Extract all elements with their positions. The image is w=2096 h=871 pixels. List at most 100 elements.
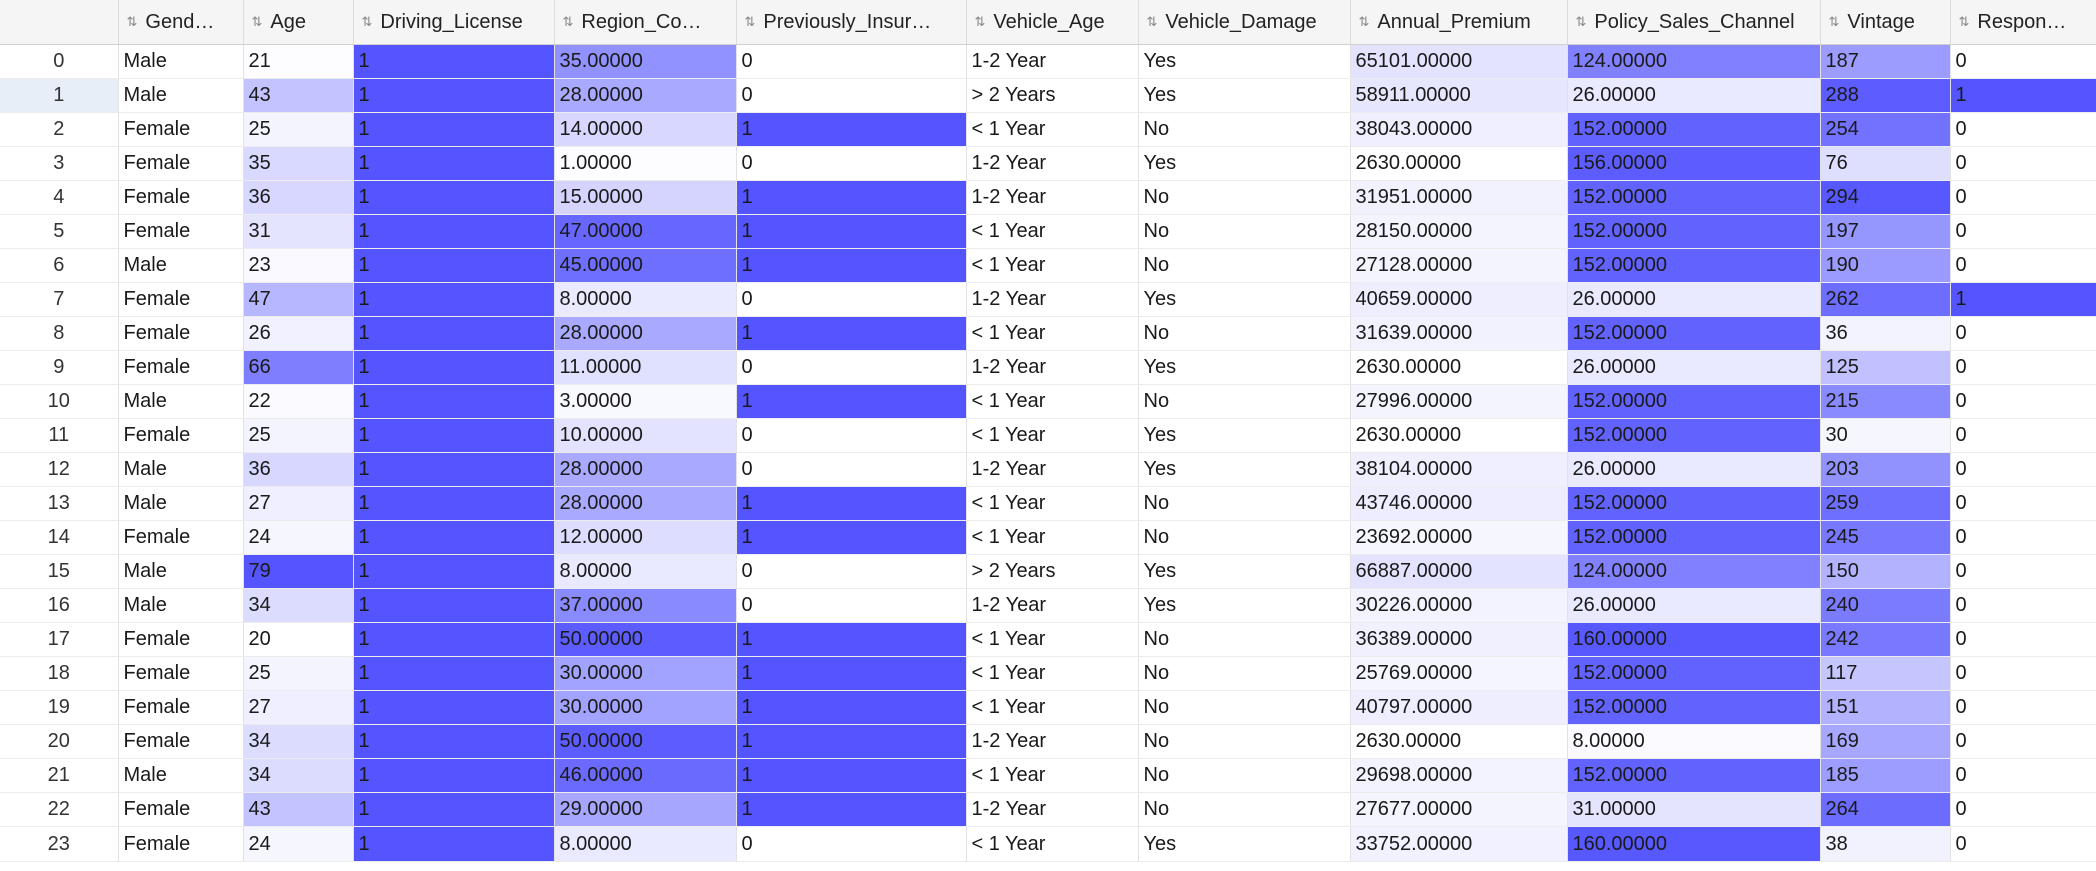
table-row[interactable]: 19 Female 27 1 30.00000 1 < 1 Year No 40797.0000…: [0, 690, 2096, 725]
cell-dl[interactable]: 1: [353, 758, 555, 793]
cell-region[interactable]: 46.00000: [554, 758, 737, 793]
cell-prem[interactable]: 27128.00000: [1350, 248, 1568, 283]
cell-gender[interactable]: Female: [118, 214, 244, 249]
table-row[interactable]: 18 Female 25 1 30.00000 1 < 1 Year No 25769.0000…: [0, 656, 2096, 691]
cell-vage[interactable]: < 1 Year: [966, 622, 1139, 657]
cell-vdmg[interactable]: Yes: [1138, 350, 1351, 385]
cell-psc[interactable]: 152.00000: [1567, 316, 1821, 351]
cell-dl[interactable]: 1: [353, 78, 555, 113]
cell-prev[interactable]: 0: [736, 44, 967, 79]
cell-resp[interactable]: 1: [1950, 282, 2096, 317]
cell-psc[interactable]: 152.00000: [1567, 758, 1821, 793]
cell-prev[interactable]: 1: [736, 792, 967, 827]
cell-dl[interactable]: 1: [353, 282, 555, 317]
cell-psc[interactable]: 152.00000: [1567, 486, 1821, 521]
cell-prem[interactable]: 2630.00000: [1350, 724, 1568, 759]
cell-gender[interactable]: Female: [118, 112, 244, 147]
column-header-gender[interactable]: ⇅ Gend…: [118, 0, 244, 45]
column-header-prev[interactable]: ⇅ Previously_Insur…: [736, 0, 967, 45]
cell-dl[interactable]: 1: [353, 112, 555, 147]
cell-resp[interactable]: 0: [1950, 554, 2096, 589]
cell-region[interactable]: 30.00000: [554, 690, 737, 725]
cell-region[interactable]: 28.00000: [554, 316, 737, 351]
cell-vint[interactable]: 262: [1820, 282, 1951, 317]
cell-vage[interactable]: < 1 Year: [966, 656, 1139, 691]
cell-vage[interactable]: > 2 Years: [966, 554, 1139, 589]
table-row[interactable]: 0 Male 21 1 35.00000 0 1-2 Year Yes 65101.00000 1…: [0, 44, 2096, 79]
cell-age[interactable]: 31: [243, 214, 354, 249]
cell-psc[interactable]: 26.00000: [1567, 78, 1821, 113]
cell-prem[interactable]: 2630.00000: [1350, 418, 1568, 453]
cell-resp[interactable]: 0: [1950, 724, 2096, 759]
cell-prev[interactable]: 1: [736, 486, 967, 521]
cell-prem[interactable]: 40797.00000: [1350, 690, 1568, 725]
cell-prev[interactable]: 1: [736, 384, 967, 419]
cell-dl[interactable]: 1: [353, 418, 555, 453]
cell-prem[interactable]: 66887.00000: [1350, 554, 1568, 589]
cell-resp[interactable]: 0: [1950, 588, 2096, 623]
cell-vint[interactable]: 38: [1820, 826, 1951, 862]
cell-resp[interactable]: 0: [1950, 656, 2096, 691]
cell-dl[interactable]: 1: [353, 384, 555, 419]
cell-dl[interactable]: 1: [353, 656, 555, 691]
cell-psc[interactable]: 160.00000: [1567, 826, 1821, 862]
cell-dl[interactable]: 1: [353, 622, 555, 657]
cell-prev[interactable]: 0: [736, 350, 967, 385]
cell-prem[interactable]: 65101.00000: [1350, 44, 1568, 79]
cell-gender[interactable]: Female: [118, 316, 244, 351]
cell-resp[interactable]: 0: [1950, 350, 2096, 385]
cell-vage[interactable]: < 1 Year: [966, 248, 1139, 283]
cell-dl[interactable]: 1: [353, 826, 555, 862]
cell-vage[interactable]: 1-2 Year: [966, 282, 1139, 317]
cell-psc[interactable]: 8.00000: [1567, 724, 1821, 759]
cell-vage[interactable]: 1-2 Year: [966, 792, 1139, 827]
cell-vint[interactable]: 215: [1820, 384, 1951, 419]
cell-vdmg[interactable]: Yes: [1138, 146, 1351, 181]
cell-psc[interactable]: 152.00000: [1567, 214, 1821, 249]
cell-gender[interactable]: Male: [118, 588, 244, 623]
cell-gender[interactable]: Male: [118, 248, 244, 283]
cell-prem[interactable]: 28150.00000: [1350, 214, 1568, 249]
cell-region[interactable]: 47.00000: [554, 214, 737, 249]
cell-vdmg[interactable]: No: [1138, 486, 1351, 521]
cell-region[interactable]: 8.00000: [554, 554, 737, 589]
table-row[interactable]: 3 Female 35 1 1.00000 0 1-2 Year Yes 2630.00000 1…: [0, 146, 2096, 181]
cell-vage[interactable]: < 1 Year: [966, 486, 1139, 521]
cell-vage[interactable]: < 1 Year: [966, 214, 1139, 249]
cell-vage[interactable]: 1-2 Year: [966, 452, 1139, 487]
cell-vdmg[interactable]: No: [1138, 384, 1351, 419]
cell-gender[interactable]: Male: [118, 78, 244, 113]
cell-vint[interactable]: 245: [1820, 520, 1951, 555]
cell-region[interactable]: 28.00000: [554, 486, 737, 521]
cell-prev[interactable]: 0: [736, 588, 967, 623]
cell-vdmg[interactable]: Yes: [1138, 452, 1351, 487]
cell-region[interactable]: 35.00000: [554, 44, 737, 79]
cell-gender[interactable]: Female: [118, 690, 244, 725]
cell-psc[interactable]: 26.00000: [1567, 350, 1821, 385]
cell-region[interactable]: 8.00000: [554, 282, 737, 317]
cell-vdmg[interactable]: No: [1138, 792, 1351, 827]
table-row[interactable]: 9 Female 66 1 11.00000 0 1-2 Year Yes 2630.00000…: [0, 350, 2096, 385]
cell-dl[interactable]: 1: [353, 180, 555, 215]
cell-age[interactable]: 43: [243, 792, 354, 827]
cell-vage[interactable]: > 2 Years: [966, 78, 1139, 113]
cell-dl[interactable]: 1: [353, 248, 555, 283]
cell-resp[interactable]: 0: [1950, 758, 2096, 793]
cell-region[interactable]: 29.00000: [554, 792, 737, 827]
cell-prev[interactable]: 0: [736, 418, 967, 453]
cell-vdmg[interactable]: No: [1138, 656, 1351, 691]
cell-vdmg[interactable]: Yes: [1138, 44, 1351, 79]
table-row[interactable]: 2 Female 25 1 14.00000 1 < 1 Year No 38043.00000…: [0, 112, 2096, 147]
cell-gender[interactable]: Female: [118, 656, 244, 691]
cell-vint[interactable]: 151: [1820, 690, 1951, 725]
cell-dl[interactable]: 1: [353, 350, 555, 385]
table-row[interactable]: 14 Female 24 1 12.00000 1 < 1 Year No 23692.0000…: [0, 520, 2096, 555]
cell-psc[interactable]: 152.00000: [1567, 384, 1821, 419]
cell-gender[interactable]: Male: [118, 44, 244, 79]
cell-resp[interactable]: 0: [1950, 622, 2096, 657]
cell-prem[interactable]: 27677.00000: [1350, 792, 1568, 827]
cell-psc[interactable]: 152.00000: [1567, 180, 1821, 215]
cell-gender[interactable]: Female: [118, 520, 244, 555]
cell-prem[interactable]: 43746.00000: [1350, 486, 1568, 521]
table-row[interactable]: 10 Male 22 1 3.00000 1 < 1 Year No 27996.00000 15…: [0, 384, 2096, 419]
